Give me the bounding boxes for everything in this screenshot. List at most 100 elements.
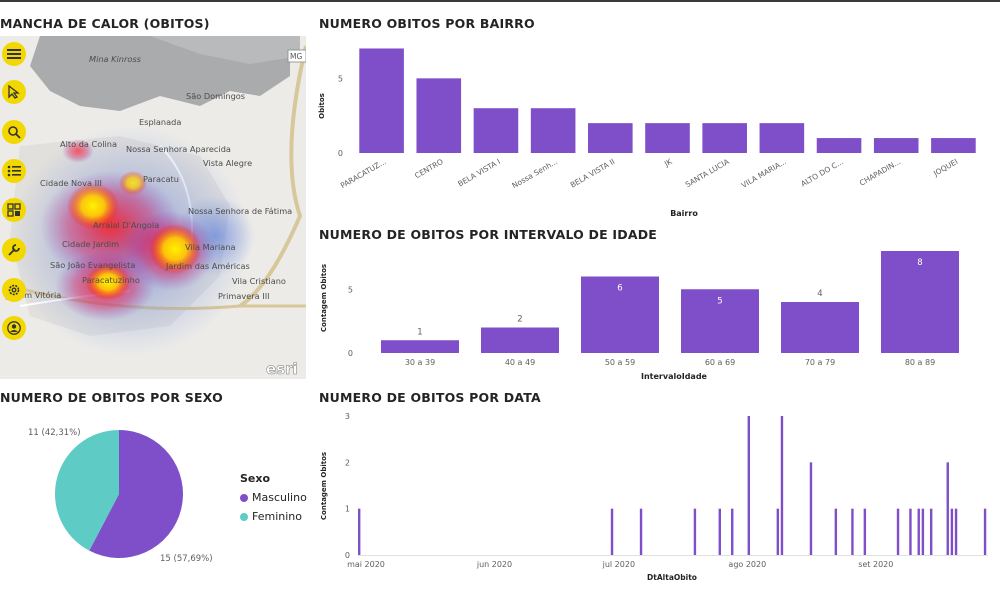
bar[interactable] [588,123,633,153]
bar[interactable] [954,508,958,555]
map-label: Jardim das Américas [165,261,250,271]
bar[interactable] [381,340,459,353]
data-bar-chart[interactable]: Contagem Obitos DtAltaObito 0 1 2 3 mai 2020… [310,408,1000,592]
data-label: 8 [917,258,922,268]
layers-list-icon [7,165,21,177]
y-tick-label: 3 [345,412,350,421]
heatmap-title: MANCHA DE CALOR (OBITOS) [0,16,210,31]
x-tick-label: JK [662,156,674,168]
x-tick-label: BELA VISTA I [456,157,502,189]
infographics-button[interactable] [2,198,26,222]
bar[interactable] [639,508,643,555]
idade-chart-title: NUMERO DE OBITOS POR INTERVALO DE IDADE [319,227,658,242]
sexo-pie-chart[interactable] [50,428,190,563]
bar[interactable] [950,508,954,555]
x-tick-label: 30 a 39 [405,358,435,367]
search-icon [8,126,21,139]
y-tick-label: 1 [345,505,350,514]
x-tick-label: 70 a 79 [805,358,835,367]
bar[interactable] [780,416,784,555]
bar[interactable] [909,508,912,555]
search-button[interactable] [2,120,26,144]
bar[interactable] [816,138,862,153]
bar[interactable] [581,276,659,354]
bar[interactable] [759,123,805,153]
menu-icon [7,49,21,59]
bar[interactable] [863,508,867,555]
bar[interactable] [731,508,734,555]
bar[interactable] [873,138,919,153]
bar[interactable] [851,508,854,555]
x-tick-label: jul 2020 [602,560,635,569]
map-label: Mina Kinross [89,54,142,64]
map-label: Cidade Nova III [40,178,102,188]
bar[interactable] [610,508,614,555]
map-label: Primavera III [218,291,270,301]
bar[interactable] [917,508,920,555]
x-tick-label: mai 2020 [347,560,385,569]
bar[interactable] [834,508,838,555]
bar[interactable] [416,78,462,153]
bar[interactable] [929,508,933,555]
bar[interactable] [946,462,949,555]
x-tick-label: PARACATUZ... [339,157,388,190]
bar[interactable] [473,108,519,153]
y-tick-label: 5 [348,285,353,294]
bar[interactable] [481,327,559,354]
legend-label: Feminino [252,510,302,523]
bar[interactable] [358,508,361,555]
bar[interactable] [921,508,925,555]
data-label: 4 [817,289,822,299]
x-tick-label: Nossa Senh... [510,157,559,190]
bar[interactable] [681,289,759,353]
bar[interactable] [881,251,959,353]
pointer-icon [8,85,20,99]
account-button[interactable] [2,316,26,340]
bar[interactable] [693,508,697,555]
bar[interactable] [983,508,987,555]
bairro-chart-title: NUMERO OBITOS POR BAIRRO [319,16,535,31]
x-tick-label: CENTRO [413,157,445,180]
bar[interactable] [359,48,404,153]
map-label: São Domingos [186,91,245,101]
bar[interactable] [702,123,747,153]
settings-button[interactable] [2,278,26,302]
pie-slice[interactable] [54,430,119,551]
bar[interactable] [809,462,813,555]
bar[interactable] [896,508,900,555]
bar[interactable] [645,123,690,153]
x-tick-label: set 2020 [858,560,893,569]
menu-button[interactable] [2,42,26,66]
x-tick-label: CHAPADIN... [858,157,902,188]
bar[interactable] [931,138,976,153]
map-label: Nossa Senhora de Fátima [188,206,292,216]
bar[interactable] [747,416,751,555]
legend-dot [240,493,248,502]
x-tick-label: jun 2020 [476,560,512,569]
bar[interactable] [718,508,721,555]
legend-title: Sexo [240,472,271,485]
bar[interactable] [781,302,859,353]
gear-icon [8,284,20,296]
esri-watermark: esri [266,360,298,378]
x-tick-label: ago 2020 [728,560,766,569]
map-label: Nossa Senhora Aparecida [126,144,231,154]
legend-item-masculino[interactable]: Masculino [240,491,307,504]
bairro-bar-chart[interactable]: Obitos Bairro 0 5 PARACATUZ... CENTRO BELA V… [310,36,1000,226]
x-tick-label: 40 a 49 [505,358,535,367]
layers-button[interactable] [2,159,26,183]
select-tool-button[interactable] [2,80,26,104]
map-canvas[interactable]: Mina Kinross São Domingos Esplanada Alto… [0,36,306,379]
heat-map[interactable]: Mina Kinross São Domingos Esplanada Alto… [0,36,306,379]
data-label: 2 [517,315,522,325]
legend-label: Masculino [252,491,307,504]
x-tick-label: BELA VISTA II [569,157,617,190]
bar[interactable] [776,508,780,555]
y-axis-label: Obitos [318,93,326,119]
pie-slice[interactable] [89,430,183,558]
top-border [0,0,1000,2]
legend-item-feminino[interactable]: Feminino [240,510,307,523]
bar[interactable] [530,108,576,153]
idade-bar-chart[interactable]: Contagem Obitos IntervaloIdade 0 5 1 30 a 3… [310,246,1000,386]
analysis-tools-button[interactable] [2,238,26,262]
